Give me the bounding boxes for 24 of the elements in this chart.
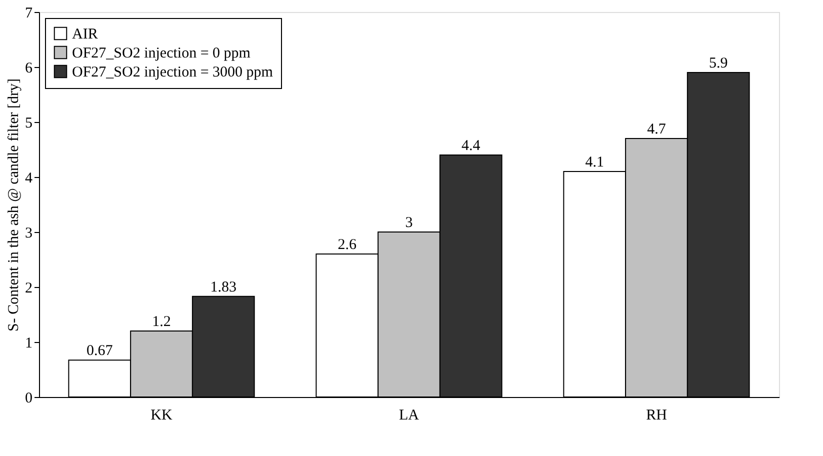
x-tick-label: RH xyxy=(646,408,668,424)
data-label: 0.67 xyxy=(86,343,114,360)
y-tick-label: 7 xyxy=(25,6,33,22)
y-tick-label: 3 xyxy=(25,226,32,242)
y-tick-label: 4 xyxy=(25,170,33,186)
data-label: 4.1 xyxy=(585,154,604,170)
y-tick-label: 6 xyxy=(25,60,33,76)
x-tick-label: LA xyxy=(399,408,420,424)
data-label: 3 xyxy=(405,215,413,231)
y-tick-label: 2 xyxy=(25,280,32,296)
data-label: 4.4 xyxy=(462,138,481,154)
legend-label: AIR xyxy=(72,26,98,42)
data-label: 1.2 xyxy=(152,314,171,330)
y-tick-label: 0 xyxy=(25,390,32,406)
data-label: 1.83 xyxy=(210,279,237,296)
data-label: 5.9 xyxy=(708,56,728,72)
legend-label: OF27_SO2 injection = 3000 ppm xyxy=(72,64,274,80)
x-tick-label: KK xyxy=(150,408,173,424)
y-tick-label: 1 xyxy=(25,336,32,352)
y-axis-title: S- Content in the ash @ candle filter [dry] xyxy=(6,78,22,332)
data-label: 2.6 xyxy=(338,237,357,253)
data-label: 4.7 xyxy=(647,122,666,138)
y-tick-label: 5 xyxy=(25,116,32,132)
legend-label: OF27_SO2 injection = 0 ppm xyxy=(72,46,251,62)
